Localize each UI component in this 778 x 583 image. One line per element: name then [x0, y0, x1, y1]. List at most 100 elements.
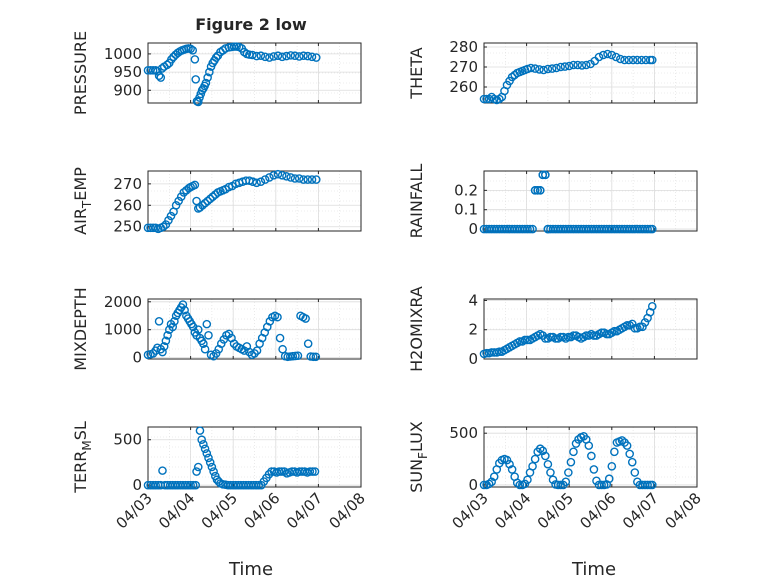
- sun-flux-y-tick-label: 500: [449, 424, 478, 442]
- theta-point: [581, 60, 591, 70]
- air-temp-axes-box: [147, 170, 362, 232]
- terr-msl-point: [305, 467, 315, 476]
- theta-point: [530, 64, 540, 73]
- air-temp-y-tick-label: 250: [113, 218, 142, 236]
- mixdepth-point: [224, 329, 234, 339]
- mixdepth-y-tick-label: 0: [132, 349, 142, 367]
- terr-msl-point: [209, 467, 218, 476]
- air-temp-y-tick-label: 260: [113, 196, 142, 214]
- air-temp-point: [203, 196, 212, 206]
- pressure-point: [277, 52, 287, 62]
- air-temp-point: [286, 173, 296, 182]
- sun-flux-point: [489, 472, 499, 481]
- mixdepth-y-tick-label: 1000: [104, 321, 142, 339]
- terr-msl-point: [192, 467, 201, 476]
- air-temp-y-tick-label: 270: [113, 175, 142, 193]
- air-temp-point: [205, 194, 215, 204]
- air-temp-y-axis-label: AIRTEMP: [71, 167, 94, 235]
- pressure-point: [190, 55, 200, 64]
- theta-point: [647, 55, 657, 65]
- h2omixra-point: [597, 328, 606, 337]
- sun-flux-point: [564, 468, 573, 477]
- h2omixra-point: [564, 332, 573, 342]
- rainfall-point: [525, 224, 535, 234]
- x-axis-label-right: Time: [571, 559, 616, 580]
- pressure-point: [260, 52, 270, 62]
- terr-msl-point: [195, 426, 205, 435]
- sun-flux-point: [523, 475, 532, 485]
- air-temp-point: [171, 200, 181, 210]
- sun-flux-point: [584, 441, 594, 450]
- pressure-point: [248, 50, 257, 60]
- mixdepth-point: [308, 352, 318, 362]
- mixdepth-point: [293, 351, 303, 360]
- rainfall-point: [535, 186, 545, 195]
- air-temp-point: [174, 196, 183, 206]
- h2omixra-point: [647, 302, 657, 311]
- terr-msl-point: [151, 480, 160, 490]
- theta-point: [624, 55, 634, 65]
- pressure-point: [193, 97, 203, 107]
- air-temp-point: [265, 173, 274, 182]
- figure-title: Figure 2 low: [195, 15, 307, 34]
- mixdepth-point: [193, 325, 203, 334]
- rainfall-y-tick-label: 0.1: [454, 201, 478, 219]
- theta-point: [564, 61, 574, 71]
- terr-msl-y-tick-label: 0: [132, 476, 142, 494]
- pressure-point: [269, 52, 278, 61]
- pressure-point: [188, 45, 198, 55]
- pressure-point: [311, 53, 321, 62]
- mixdepth-point: [211, 349, 221, 358]
- h2omixra-y-tick-label: 2: [468, 321, 478, 339]
- pressure-point: [290, 51, 300, 61]
- sun-flux-point: [610, 447, 619, 457]
- terr-msl-point: [310, 467, 320, 476]
- air-temp-point: [252, 178, 261, 188]
- theta-point: [598, 50, 608, 60]
- pressure-point: [186, 44, 195, 54]
- sun-flux-point: [597, 480, 606, 490]
- h2omixra-point: [638, 322, 647, 332]
- terr-msl-point: [214, 477, 224, 486]
- terr-msl-point: [158, 466, 167, 475]
- sun-flux-point: [647, 480, 657, 490]
- subplot-mixdepth: 0 1000 2000 MIXDEPTH: [71, 287, 362, 371]
- terr-msl-point: [207, 462, 217, 472]
- sun-flux-point: [507, 465, 517, 474]
- rainfall-point: [538, 170, 548, 180]
- terr-msl-point: [186, 480, 195, 490]
- mixdepth-point: [161, 336, 171, 346]
- h2omixra-point: [602, 329, 611, 339]
- sun-flux-point: [589, 465, 599, 474]
- sun-flux-point: [541, 451, 550, 461]
- mixdepth-point: [168, 322, 178, 332]
- mixdepth-point: [158, 347, 167, 357]
- theta-point: [547, 64, 557, 73]
- pressure-point: [201, 78, 211, 88]
- air-temp-point: [290, 174, 300, 183]
- terr-msl-point: [191, 480, 201, 490]
- pressure-point: [273, 51, 283, 61]
- h2omixra-point: [630, 323, 640, 333]
- theta-point: [633, 55, 642, 65]
- pressure-point: [205, 67, 214, 77]
- terr-msl-point: [204, 453, 213, 463]
- rainfall-y-tick-label: 0: [468, 220, 478, 238]
- air-temp-point: [161, 220, 171, 229]
- terr-msl-point: [274, 467, 284, 476]
- air-temp-point: [248, 177, 258, 187]
- h2omixra-axes-box: [483, 298, 698, 360]
- mixdepth-point: [204, 330, 213, 340]
- air-temp-point: [299, 175, 308, 184]
- theta-y-tick-label: 280: [449, 38, 478, 56]
- sun-flux-point: [617, 436, 627, 445]
- mixdepth-point: [265, 317, 275, 326]
- pressure-point: [307, 52, 317, 62]
- sun-flux-point: [484, 479, 494, 489]
- mixdepth-point: [219, 335, 229, 344]
- air-temp-point: [200, 198, 210, 208]
- rainfall-point: [523, 224, 532, 234]
- theta-point: [577, 61, 587, 70]
- mixdepth-point: [301, 314, 310, 323]
- theta-point: [607, 50, 617, 60]
